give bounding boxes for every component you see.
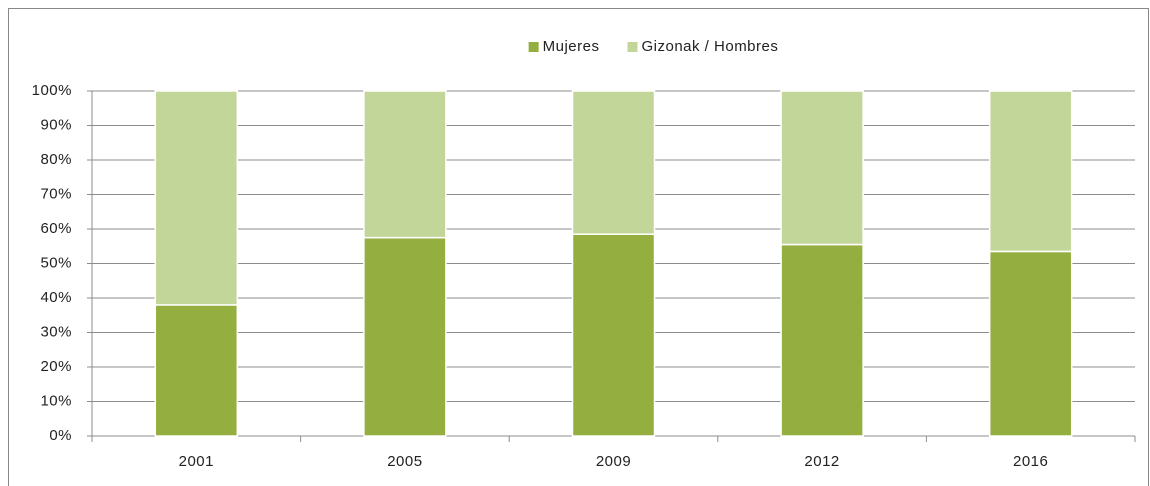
y-tick-label: 80% [40, 151, 72, 168]
bar-segment [780, 243, 864, 437]
y-tick-label: 0% [49, 427, 72, 444]
bar-segment [988, 90, 1073, 253]
legend-swatch [528, 42, 539, 52]
x-tick-label: 2012 [804, 453, 839, 470]
legend-label: Gizonak / Hombres [641, 38, 778, 55]
chart-border [8, 8, 1149, 486]
x-tick-label: 2009 [596, 453, 631, 470]
bar-segment [571, 233, 656, 437]
x-tick-label: 2016 [1013, 453, 1048, 470]
y-tick-label: 10% [40, 392, 72, 409]
bar-segment [571, 90, 656, 235]
y-tick-label: 60% [40, 220, 72, 237]
bar-segment [988, 250, 1073, 437]
x-tick-label: 2005 [387, 453, 422, 470]
legend-label: Mujeres [543, 38, 600, 55]
legend-swatch [627, 42, 638, 52]
bar-segment [154, 304, 239, 437]
y-tick-label: 40% [40, 289, 72, 306]
y-tick-label: 20% [40, 358, 72, 375]
bar-segment [363, 90, 447, 239]
bar-segment [363, 236, 447, 437]
y-tick-label: 50% [40, 254, 72, 271]
y-tick-label: 90% [40, 116, 72, 133]
x-tick-label: 2001 [179, 453, 214, 470]
y-tick-label: 100% [32, 82, 72, 99]
y-tick-label: 70% [40, 185, 72, 202]
y-tick-label: 30% [40, 323, 72, 340]
bar-segment [154, 90, 239, 306]
bar-segment [780, 90, 864, 246]
